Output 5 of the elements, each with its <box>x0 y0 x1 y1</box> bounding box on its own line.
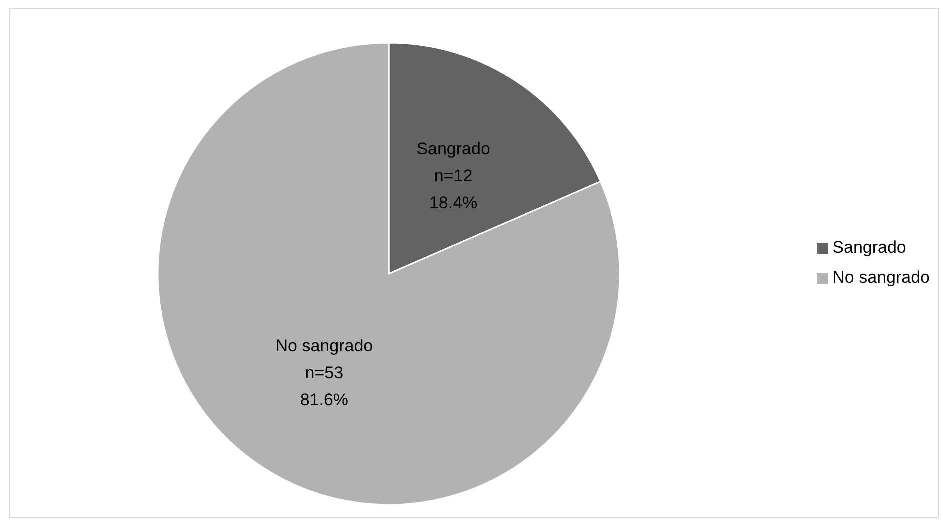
legend-label: Sangrado <box>832 238 906 258</box>
data-label: Sangrado n=12 18.4% <box>416 138 490 212</box>
data-label: No sangrado n=53 81.6% <box>276 336 374 410</box>
legend-label: No sangrado <box>832 268 930 288</box>
pie-slice <box>157 42 621 506</box>
